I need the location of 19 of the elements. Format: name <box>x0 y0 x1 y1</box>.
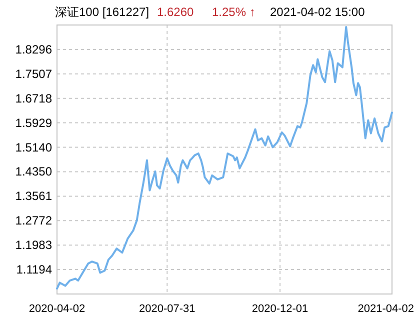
x-tick-label: 2020-07-31 <box>138 303 196 315</box>
x-tick-label: 2020-12-01 <box>252 303 308 315</box>
line-series <box>56 26 393 290</box>
x-tick-label: 2020-04-02 <box>28 303 86 315</box>
y-tick-label: 1.6718 <box>15 91 52 106</box>
y-tick-label: 1.3561 <box>15 189 52 204</box>
text: 1.6260 <box>157 5 194 19</box>
y-tick-label: 1.1983 <box>15 238 52 252</box>
y-tick-label: 1.1194 <box>16 262 52 277</box>
y-tick-label: 1.5140 <box>15 140 52 154</box>
y-tick-label: 1.2772 <box>15 214 52 228</box>
y-tick-label: 1.8296 <box>15 42 52 56</box>
text: 1.25% ↑ <box>212 5 256 19</box>
y-tick-label: 1.4350 <box>15 164 52 179</box>
y-tick-label: 1.5929 <box>15 116 52 130</box>
x-tick-label: 2021-04-02 <box>358 303 414 315</box>
text: 2021-04-02 15:00 <box>270 5 366 19</box>
y-tick-label: 1.7507 <box>15 66 52 81</box>
chart-title: 深证100 [161227] <box>55 5 150 19</box>
